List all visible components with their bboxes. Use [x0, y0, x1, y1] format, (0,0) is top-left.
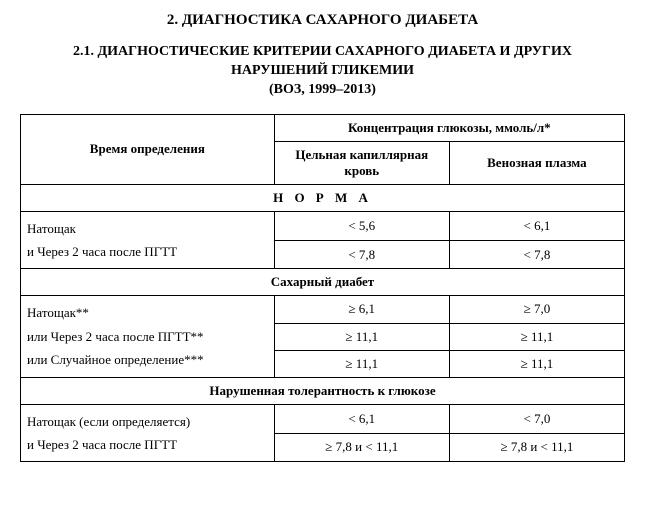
norm-ven-1: < 6,1: [449, 211, 624, 240]
heading-sub: 2.1. ДИАГНОСТИЧЕСКИЕ КРИТЕРИИ САХАРНОГО …: [20, 43, 625, 100]
igt-cap-1: < 6,1: [274, 404, 449, 433]
diabetes-cap-3: ≥ 11,1: [274, 350, 449, 377]
section-igt: Нарушенная толерантность к глюкозе: [21, 377, 625, 404]
norm-ven-2: < 7,8: [449, 240, 624, 269]
igt-cap-2: ≥ 7,8 и < 11,1: [274, 433, 449, 462]
header-capillary: Цельная капиллярная кровь: [274, 141, 449, 184]
header-time: Время определения: [21, 114, 275, 184]
heading-main: 2. ДИАГНОСТИКА САХАРНОГО ДИАБЕТА: [20, 12, 625, 29]
heading-sub-line1: 2.1. ДИАГНОСТИЧЕСКИЕ КРИТЕРИИ САХАРНОГО …: [73, 44, 572, 59]
diabetes-cap-2: ≥ 11,1: [274, 323, 449, 350]
norm-cap-2: < 7,8: [274, 240, 449, 269]
norm-label: Натощак и Через 2 часа после ПГТТ: [21, 211, 275, 269]
diabetes-ven-3: ≥ 11,1: [449, 350, 624, 377]
diagnostic-table: Время определения Концентрация глюкозы, …: [20, 114, 625, 463]
igt-ven-1: < 7,0: [449, 404, 624, 433]
section-norm: Н О Р М А: [21, 184, 625, 211]
diabetes-ven-2: ≥ 11,1: [449, 323, 624, 350]
norm-cap-1: < 5,6: [274, 211, 449, 240]
heading-sub-line2: НАРУШЕНИЙ ГЛИКЕМИИ: [231, 63, 414, 78]
igt-label: Натощак (если определяется) и Через 2 ча…: [21, 404, 275, 462]
header-conc: Концентрация глюкозы, ммоль/л*: [274, 114, 624, 141]
diabetes-cap-1: ≥ 6,1: [274, 296, 449, 323]
header-venous: Венозная плазма: [449, 141, 624, 184]
diabetes-ven-1: ≥ 7,0: [449, 296, 624, 323]
section-diabetes: Сахарный диабет: [21, 269, 625, 296]
diabetes-label: Натощак** или Через 2 часа после ПГТТ** …: [21, 296, 275, 377]
igt-ven-2: ≥ 7,8 и < 11,1: [449, 433, 624, 462]
heading-sub-line3: (ВОЗ, 1999–2013): [269, 82, 376, 97]
